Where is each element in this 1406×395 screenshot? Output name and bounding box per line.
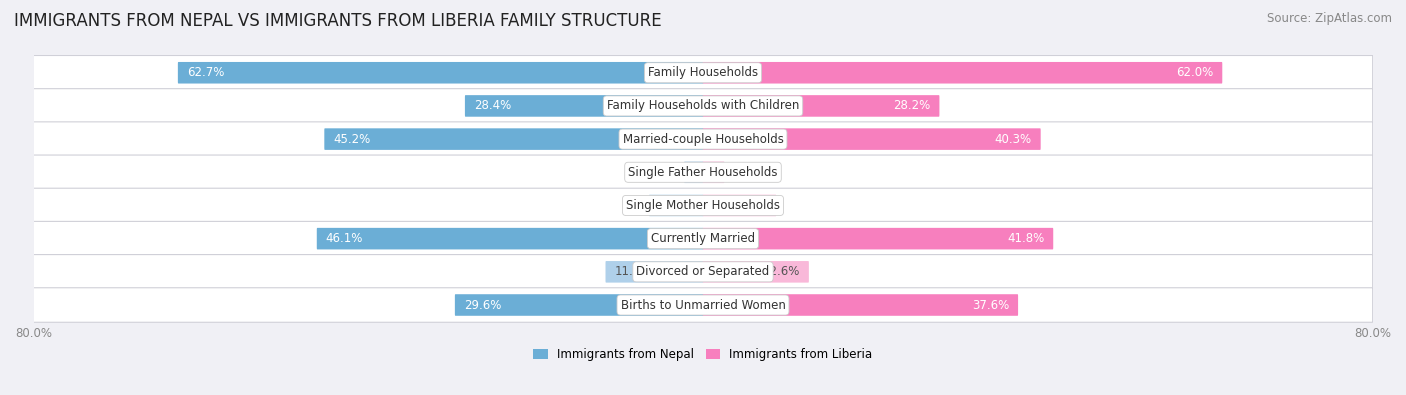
Legend: Immigrants from Nepal, Immigrants from Liberia: Immigrants from Nepal, Immigrants from L…: [529, 343, 877, 366]
Text: 29.6%: 29.6%: [464, 299, 501, 312]
FancyBboxPatch shape: [34, 288, 1372, 322]
FancyBboxPatch shape: [34, 221, 1372, 256]
FancyBboxPatch shape: [703, 261, 808, 282]
Text: 28.4%: 28.4%: [474, 100, 510, 113]
Text: 40.3%: 40.3%: [995, 133, 1032, 146]
FancyBboxPatch shape: [465, 95, 703, 117]
FancyBboxPatch shape: [34, 188, 1372, 223]
Text: Source: ZipAtlas.com: Source: ZipAtlas.com: [1267, 12, 1392, 25]
Text: Single Father Households: Single Father Households: [628, 166, 778, 179]
FancyBboxPatch shape: [650, 195, 703, 216]
FancyBboxPatch shape: [34, 55, 1372, 90]
Text: 11.6%: 11.6%: [614, 265, 651, 278]
FancyBboxPatch shape: [703, 195, 776, 216]
Text: Single Mother Households: Single Mother Households: [626, 199, 780, 212]
Text: 12.6%: 12.6%: [762, 265, 800, 278]
FancyBboxPatch shape: [34, 88, 1372, 123]
FancyBboxPatch shape: [456, 294, 703, 316]
Text: 6.4%: 6.4%: [658, 199, 688, 212]
FancyBboxPatch shape: [316, 228, 703, 249]
Text: 2.5%: 2.5%: [686, 166, 716, 179]
FancyBboxPatch shape: [685, 162, 703, 183]
Text: 37.6%: 37.6%: [972, 299, 1010, 312]
FancyBboxPatch shape: [703, 62, 1222, 83]
Text: 62.0%: 62.0%: [1177, 66, 1213, 79]
Text: Family Households with Children: Family Households with Children: [607, 100, 799, 113]
Text: Currently Married: Currently Married: [651, 232, 755, 245]
FancyBboxPatch shape: [34, 155, 1372, 190]
Text: 2.2%: 2.2%: [693, 166, 723, 179]
Text: 8.7%: 8.7%: [738, 199, 768, 212]
Text: Family Households: Family Households: [648, 66, 758, 79]
Text: 45.2%: 45.2%: [333, 133, 370, 146]
FancyBboxPatch shape: [703, 162, 724, 183]
Text: Divorced or Separated: Divorced or Separated: [637, 265, 769, 278]
FancyBboxPatch shape: [703, 128, 1040, 150]
FancyBboxPatch shape: [34, 254, 1372, 289]
FancyBboxPatch shape: [179, 62, 703, 83]
FancyBboxPatch shape: [606, 261, 703, 282]
FancyBboxPatch shape: [703, 294, 1018, 316]
FancyBboxPatch shape: [325, 128, 703, 150]
FancyBboxPatch shape: [703, 95, 939, 117]
Text: IMMIGRANTS FROM NEPAL VS IMMIGRANTS FROM LIBERIA FAMILY STRUCTURE: IMMIGRANTS FROM NEPAL VS IMMIGRANTS FROM…: [14, 12, 662, 30]
FancyBboxPatch shape: [34, 122, 1372, 156]
Text: 41.8%: 41.8%: [1007, 232, 1045, 245]
FancyBboxPatch shape: [703, 228, 1053, 249]
Text: Births to Unmarried Women: Births to Unmarried Women: [620, 299, 786, 312]
Text: Married-couple Households: Married-couple Households: [623, 133, 783, 146]
Text: 46.1%: 46.1%: [326, 232, 363, 245]
Text: 28.2%: 28.2%: [893, 100, 931, 113]
Text: 62.7%: 62.7%: [187, 66, 224, 79]
